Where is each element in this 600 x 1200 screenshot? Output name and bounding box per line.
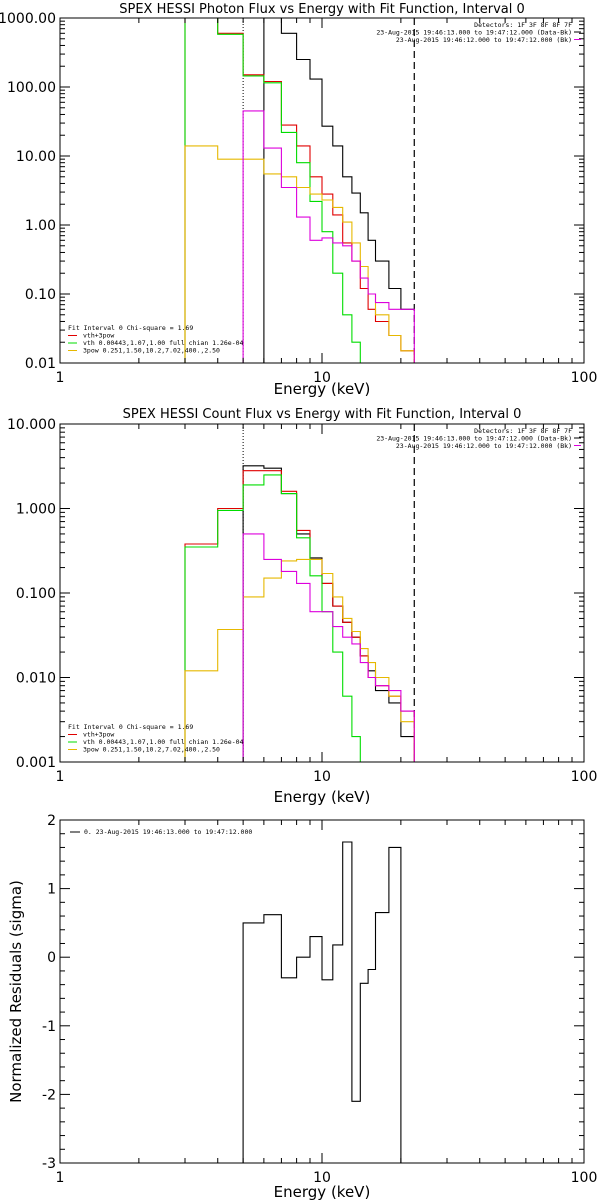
x-tick-label: 1	[56, 1170, 65, 1186]
series-green-histogram	[184, 474, 369, 762]
legend-entry: vth 0.00443,1.07,1.00 full chian 1.26e-0…	[83, 738, 244, 746]
legend-entry: Fit Interval 0 Chi-square = 1.69	[68, 723, 193, 731]
legend-entry: 0. 23-Aug-2015 19:46:13.000 to 19:47:12.…	[84, 828, 252, 836]
x-tick-label: 100	[571, 769, 598, 785]
legend-entry: vth+3pow	[83, 332, 114, 340]
data-layer	[184, 18, 415, 363]
x-tick-label: 1	[56, 769, 65, 785]
x-axis-label: Energy (keV)	[274, 380, 371, 398]
x-tick-label: 10	[313, 769, 331, 785]
series-black-histogram	[242, 841, 402, 1163]
plot-frame	[59, 819, 585, 1164]
x-tick-label: 1	[56, 370, 65, 386]
x-tick-label: 10	[313, 1170, 331, 1186]
x-tick-label: 100	[571, 370, 598, 386]
data-layer	[242, 841, 402, 1163]
y-tick-label: 1.000	[16, 502, 56, 518]
y-tick-label: 0.100	[16, 586, 56, 602]
y-tick-label: 0.010	[16, 671, 56, 687]
series-magenta-histogram	[242, 110, 415, 363]
legend-entry: 3pow 0.251,1.50,10.2,7.02,400.,2.50	[83, 347, 220, 355]
series-red-histogram	[184, 470, 415, 762]
legend-entry: Fit Interval 0 Chi-square = 1.69	[68, 324, 193, 332]
y-tick-label: 0.01	[25, 356, 56, 372]
y-axis-label: Normalized Residuals (sigma)	[7, 880, 25, 1103]
y-tick-label: -3	[42, 1156, 56, 1172]
legend-entry: vth 0.00443,1.07,1.00 full chian 1.26e-0…	[83, 339, 244, 347]
series-green-histogram	[184, 18, 369, 363]
y-tick-label: 1000.00	[0, 11, 56, 27]
series-red-histogram	[184, 18, 415, 363]
x-axis-label: Energy (keV)	[274, 788, 371, 806]
y-tick-label: 0	[47, 950, 56, 966]
x-tick-label: 100	[571, 1170, 598, 1186]
y-tick-label: 1	[47, 882, 56, 898]
series-black-histogram	[263, 18, 415, 363]
y-tick-label: 0.001	[16, 755, 56, 771]
y-tick-label: 1.00	[25, 218, 56, 234]
chart-title: SPEX HESSI Count Flux vs Energy with Fit…	[123, 407, 522, 422]
y-tick-label: 10.00	[16, 149, 56, 165]
chart-panel-1: SPEX HESSI Photon Flux vs Energy with Fi…	[0, 2, 598, 398]
y-tick-label: 0.10	[25, 287, 56, 303]
header-line: 23-Aug-2015 19:46:13.000 to 19:47:12.000…	[376, 29, 572, 37]
x-axis-label: Energy (keV)	[274, 1183, 371, 1200]
series-magenta-histogram	[242, 533, 415, 762]
y-tick-label: -1	[42, 1019, 56, 1035]
chart-panel-3: 1 10 100 -3 -2 -1 0 1 2 Energy (keV) Normalized Re…	[7, 813, 597, 1200]
y-tick-label: 10.000	[7, 417, 56, 433]
legend-entry: 3pow 0.251,1.50,10.2,7.02,400.,2.50	[83, 746, 220, 754]
y-tick-label: -2	[42, 1087, 56, 1103]
header-line: 23-Aug-2015 19:46:12.000 to 19:47:12.000…	[396, 36, 572, 44]
chart-panel-2: SPEX HESSI Count Flux vs Energy with Fit…	[7, 407, 597, 806]
header-line: 23-Aug-2015 19:46:13.000 to 19:47:12.000…	[376, 435, 572, 443]
x-tick-label: 10	[313, 370, 331, 386]
header-line: Detectors: 1F 3F 8F 8F 7F	[474, 21, 572, 29]
chart-title: SPEX HESSI Photon Flux vs Energy with Fi…	[119, 2, 525, 17]
data-layer	[184, 465, 415, 762]
series-yellow-histogram	[184, 558, 415, 762]
y-tick-label: 2	[47, 813, 56, 829]
header-line: 23-Aug-2015 19:46:12.000 to 19:47:12.000…	[396, 442, 572, 450]
series-black-histogram	[242, 465, 415, 762]
y-tick-label: 100.00	[7, 80, 56, 96]
legend-entry: vth+3pow	[83, 731, 114, 739]
series-yellow-histogram	[184, 145, 415, 363]
header-line: Detectors: 1F 3F 8F 8F 7F	[474, 427, 572, 435]
